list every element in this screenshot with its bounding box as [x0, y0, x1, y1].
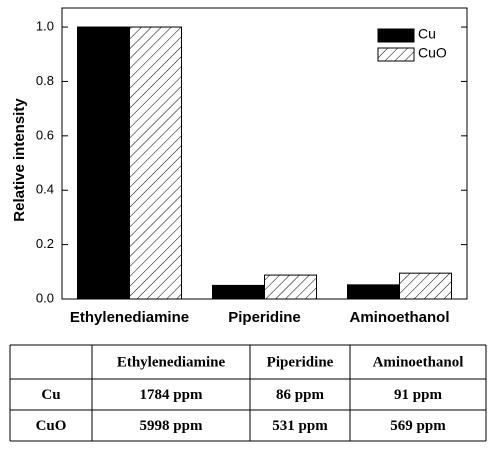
table-header: Piperidine — [267, 354, 334, 370]
table-cell: 91 ppm — [394, 387, 442, 403]
x-tick-label: Aminoethanol — [350, 309, 450, 326]
y-tick-label: 0.2 — [36, 236, 54, 251]
table-cell: 86 ppm — [276, 387, 324, 403]
table-cell: 1784 ppm — [140, 387, 203, 403]
bar — [264, 274, 317, 300]
x-tick-label: Ethylenediamine — [70, 309, 189, 326]
y-axis-label: Relative intensity — [11, 98, 28, 222]
table-cell: 569 ppm — [390, 418, 446, 434]
table-header: Ethylenediamine — [117, 354, 226, 370]
y-tick-label: 1.0 — [36, 18, 54, 33]
legend-label: Cu — [418, 26, 436, 42]
y-tick-label: 0.4 — [36, 182, 54, 197]
table: Ethylenediamine Piperidine Aminoethanol Cu 1… — [9, 344, 487, 442]
bar — [77, 26, 130, 300]
y-tick-label: 0.8 — [36, 73, 54, 88]
bar — [129, 26, 182, 300]
bar — [399, 272, 452, 300]
legend-label: CuO — [418, 45, 447, 61]
table-header: Aminoethanol — [373, 354, 464, 370]
x-tick-label: Piperidine — [228, 309, 301, 326]
table-cell: 531 ppm — [272, 418, 328, 434]
table-row-label: Cu — [41, 387, 60, 403]
bar — [212, 284, 265, 300]
table-cell: 5998 ppm — [140, 418, 203, 434]
bar — [347, 284, 400, 300]
legend-swatch — [377, 28, 415, 43]
legend-swatch — [377, 47, 415, 62]
y-tick-label: 0.6 — [36, 127, 54, 142]
table-row-label: CuO — [36, 418, 67, 434]
y-tick-label: 0.0 — [36, 290, 54, 305]
